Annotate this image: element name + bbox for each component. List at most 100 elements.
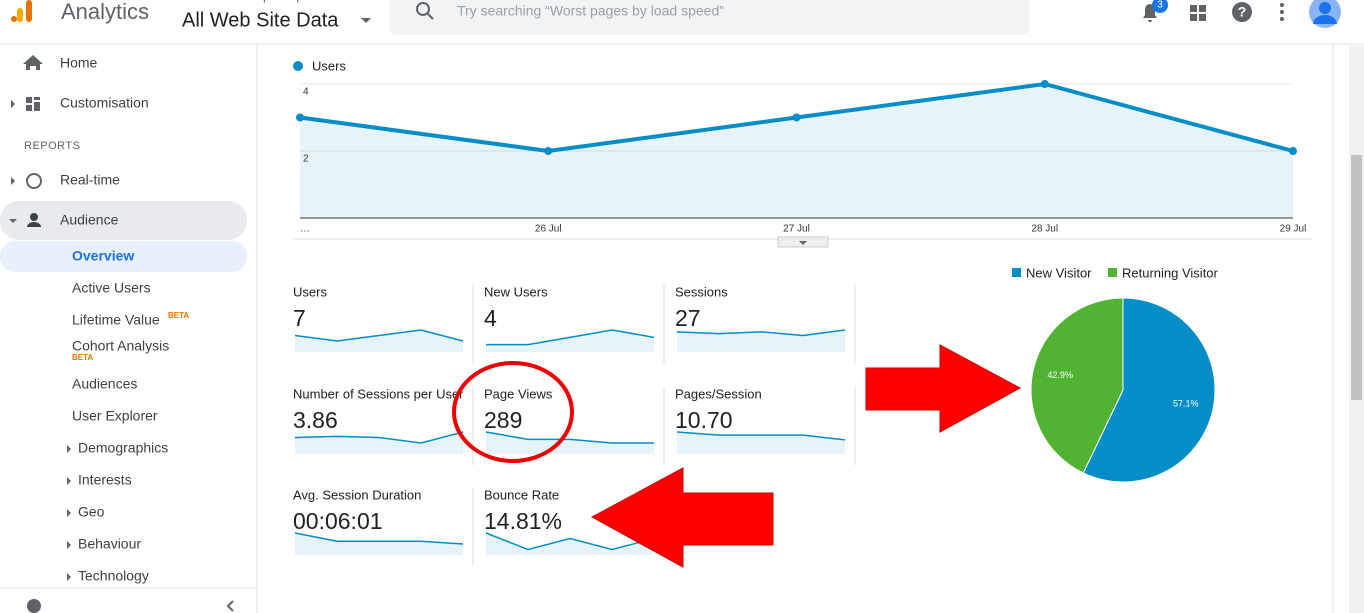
sparkline-area xyxy=(295,432,463,454)
search-icon xyxy=(426,12,434,20)
apps-icon[interactable] xyxy=(1190,5,1206,21)
metric-value: 3.86 xyxy=(293,407,338,433)
logo-bar xyxy=(26,0,32,22)
expand-arrow xyxy=(67,573,71,581)
sparkline-area xyxy=(295,330,463,352)
sparkline xyxy=(294,532,464,545)
metric-value: 289 xyxy=(484,407,522,433)
custom-icon xyxy=(26,97,40,111)
arrow-left xyxy=(590,467,774,568)
x-tick-label: … xyxy=(300,224,310,235)
nav-subitem[interactable]: Audiences xyxy=(72,376,137,392)
sparkline-area xyxy=(486,432,654,454)
sparkline xyxy=(676,431,846,441)
scrollbar-thumb[interactable] xyxy=(1351,155,1362,400)
sparkline xyxy=(294,431,464,444)
help-icon[interactable] xyxy=(1232,2,1252,22)
nav-subitem[interactable]: Interests xyxy=(78,472,132,488)
expand-arrow xyxy=(67,477,71,485)
logo-bar xyxy=(17,8,23,22)
sparkline-area xyxy=(677,432,845,454)
notification-count: 3 xyxy=(1157,0,1163,11)
pie-label: 57.1% xyxy=(1173,399,1199,409)
nav-subitem[interactable]: User Explorer xyxy=(72,408,158,424)
nav-subitem[interactable]: Active Users xyxy=(72,280,151,296)
person-icon xyxy=(27,222,41,227)
pie-slice xyxy=(1082,297,1216,483)
section-label: REPORTS xyxy=(24,140,80,152)
line-point xyxy=(792,113,801,122)
legend-label: Returning Visitor xyxy=(1122,265,1219,280)
metric-label[interactable]: Bounce Rate xyxy=(484,487,559,502)
help-icon-mark: ? xyxy=(1238,4,1247,20)
annotations xyxy=(452,344,1022,568)
legend-marker xyxy=(1108,268,1117,277)
metric-label[interactable]: Pages/Session xyxy=(675,386,762,401)
line-point xyxy=(544,147,553,155)
line-point xyxy=(1040,80,1049,88)
metric-value: 4 xyxy=(484,305,497,331)
nav-subitem[interactable]: Cohort Analysis xyxy=(72,338,169,354)
chart-toggle-arrow xyxy=(799,241,807,245)
metric-value: 00:06:01 xyxy=(293,508,383,534)
property-dropdown[interactable] xyxy=(361,18,371,23)
y-tick-label: 2 xyxy=(303,154,309,165)
nav-item[interactable]: Real-time xyxy=(60,172,120,188)
settings-icon[interactable] xyxy=(27,599,41,613)
property-name[interactable]: All Web Site Data xyxy=(182,9,339,31)
search-placeholder: Try searching “Worst pages by load speed… xyxy=(457,3,724,19)
metric-label[interactable]: Number of Sessions per User xyxy=(293,386,464,401)
more-icon[interactable] xyxy=(1280,3,1284,21)
line-point xyxy=(296,113,304,122)
metric-label[interactable]: Sessions xyxy=(675,284,728,299)
metric-label[interactable]: Page Views xyxy=(484,386,553,401)
metric-label[interactable]: Avg. Session Duration xyxy=(293,487,421,502)
collapse-icon[interactable] xyxy=(226,600,234,612)
sidebar xyxy=(0,44,257,613)
home-icon xyxy=(23,55,43,70)
search-box[interactable] xyxy=(389,0,1029,35)
nav-item[interactable]: Audience xyxy=(60,212,119,228)
x-tick-label: 26 Jul xyxy=(535,224,562,235)
content: Analytics All accounts > lpmasquerade All … xyxy=(9,0,1306,584)
metric-label[interactable]: Users xyxy=(293,284,327,299)
expand-arrow xyxy=(9,219,17,223)
search-icon xyxy=(416,2,430,16)
sparkline xyxy=(485,532,655,551)
breadcrumb: All accounts > lpmasquerade xyxy=(182,0,337,3)
line-area xyxy=(300,84,1293,218)
expand-arrow xyxy=(11,100,15,108)
legend-marker xyxy=(293,61,303,71)
nav-subitem[interactable]: Behaviour xyxy=(78,536,141,552)
nav-subitem[interactable]: Lifetime Value xyxy=(72,312,160,328)
pie-label: 42.9% xyxy=(1047,370,1073,380)
nav-subitem[interactable]: Overview xyxy=(72,248,134,264)
nav-subitem[interactable]: Demographics xyxy=(78,440,168,456)
sparkline xyxy=(486,329,655,346)
expand-arrow xyxy=(11,177,15,185)
nav-subitem[interactable]: Geo xyxy=(78,504,105,520)
expand-arrow xyxy=(67,445,71,453)
notification-badge xyxy=(1152,0,1168,13)
arrow-right xyxy=(865,344,1022,433)
x-tick-label: 29 Jul xyxy=(1280,224,1307,235)
line-point xyxy=(1289,147,1297,155)
nav-item[interactable]: Customisation xyxy=(60,95,149,111)
highlight-circle xyxy=(452,361,574,463)
metric-value: 10.70 xyxy=(675,407,733,433)
audience-highlight xyxy=(0,201,247,240)
nav-subitem[interactable]: Technology xyxy=(78,568,149,584)
sparkline xyxy=(294,329,464,342)
y-tick-label: 4 xyxy=(303,87,309,98)
beta-badge: BETA xyxy=(72,353,93,362)
nav-item[interactable]: Home xyxy=(60,55,98,71)
sparkline-area xyxy=(295,533,463,555)
legend-label: Users xyxy=(312,58,346,73)
metric-label[interactable]: New Users xyxy=(484,284,548,299)
sparkline xyxy=(485,431,654,444)
legend-label: New Visitor xyxy=(1026,265,1092,280)
legend-marker xyxy=(1012,268,1021,277)
sparkline xyxy=(676,329,846,337)
